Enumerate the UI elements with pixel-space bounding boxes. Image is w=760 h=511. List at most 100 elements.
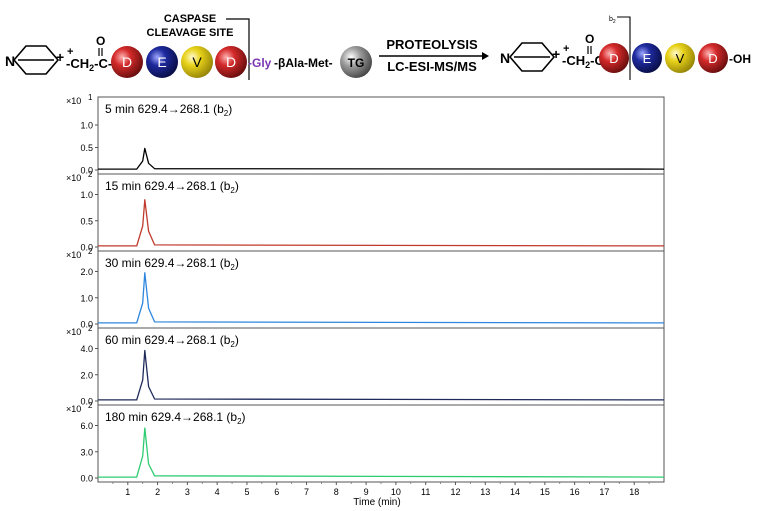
y-multiplier: ×10 xyxy=(66,404,81,414)
trace-label: 15 min 629.4→268.1 (b2) xyxy=(105,179,239,195)
y-multiplier-exponent: 2 xyxy=(88,324,93,333)
trace-line xyxy=(98,199,665,247)
trace-line xyxy=(98,349,665,401)
x-axis: 1 2 3 4 5 6 7 8 9 10 11 12 13 14 15 16 17 18 xyxy=(112,482,650,497)
right-ring-structure xyxy=(508,42,556,72)
x-tick-label: 2 xyxy=(155,487,160,497)
chromatogram-panels: 0.00.51.0×10 15 min 629.4→268.1 (b2)0.00.… xyxy=(66,93,665,484)
x-tick-label: 3 xyxy=(185,487,190,497)
trace-line xyxy=(98,427,665,478)
right-residue-e-label: E xyxy=(643,51,652,66)
y-tick-label: 1.0 xyxy=(80,293,93,303)
y-tick-label: 1.0 xyxy=(80,121,93,131)
residue-d1-label: D xyxy=(122,54,132,70)
y-tick-label: 0.5 xyxy=(80,216,93,226)
left-carbonyl-o: O xyxy=(96,34,105,48)
y-tick-label: 0.0 xyxy=(80,397,93,407)
y-tick-label: 2.0 xyxy=(80,267,93,277)
reaction-arrowhead xyxy=(482,52,489,60)
x-tick-label: 14 xyxy=(510,487,520,497)
y-tick-label: 0.0 xyxy=(80,243,93,253)
x-tick-label: 7 xyxy=(304,487,309,497)
x-tick-label: 5 xyxy=(244,487,249,497)
y-tick-label: 2.0 xyxy=(80,370,93,380)
panel-3: 0.0 1.0 2.0 ×10 2 30 min 629.4→268.1 (b2) xyxy=(66,247,665,330)
caspase-label-line2: CLEAVAGE SITE xyxy=(147,27,234,39)
left-chain: -CH2-C- xyxy=(66,56,112,73)
residue-d1-sphere xyxy=(111,46,143,78)
linker-label: -βAla-Met- xyxy=(274,56,333,70)
b2-marker-line xyxy=(617,16,631,80)
tg-label: TG xyxy=(348,56,365,70)
y-multiplier: ×10 xyxy=(66,327,81,337)
panel-4: 0.0 2.0 4.0 ×10 2 60 min 629.4→268.1 (b2) xyxy=(66,324,665,407)
residue-v-sphere xyxy=(181,46,213,78)
trace-label: 60 min 629.4→268.1 (b2) xyxy=(105,333,239,349)
residue-e-sphere xyxy=(146,46,178,78)
trace-label: 30 min 629.4→268.1 (b2) xyxy=(105,256,239,272)
y-tick-label: 4.0 xyxy=(80,344,93,354)
y-multiplier-exponent: 2 xyxy=(88,247,93,256)
right-residue-d2-label: D xyxy=(708,51,717,66)
cleavage-marker-line xyxy=(226,18,250,80)
y-tick-label: 3.0 xyxy=(80,447,93,457)
panel-1: 0.0 0.5 1.0 ×10 1 5 min 629.4→268.1 (b2) xyxy=(66,93,665,176)
right-residue-d1-label: D xyxy=(609,51,618,66)
y-tick-label: 1.0 xyxy=(80,190,93,200)
x-tick-label: 9 xyxy=(364,487,369,497)
y-multiplier-exponent: 2 xyxy=(88,401,93,410)
panel-5: 0.0 3.0 6.0 ×10 2 180 min 629.4→268.1 (b2) xyxy=(66,401,665,484)
residue-d2-sphere xyxy=(215,46,247,78)
x-axis-label: Time (min) xyxy=(353,497,400,508)
x-tick-label: 6 xyxy=(274,487,279,497)
x-tick-label: 8 xyxy=(334,487,339,497)
y-multiplier: ×10 xyxy=(66,173,81,183)
y-tick-label: 0.5 xyxy=(80,143,93,153)
gly-label: -Gly xyxy=(248,56,272,70)
right-residue-d2-sphere xyxy=(698,43,728,73)
right-residue-e-sphere xyxy=(632,43,662,73)
x-tick-label: 4 xyxy=(215,487,220,497)
y-multiplier-exponent: 2 xyxy=(88,170,93,179)
trace-label: 5 min 629.4→268.1 (b2) xyxy=(105,102,232,118)
y-tick-label: 0.0 xyxy=(80,166,93,176)
right-n-label: N xyxy=(500,50,510,66)
reaction-scheme: N + + -CH2-C- O D E V D CASPASE CLEAVAGE… xyxy=(5,13,751,80)
residue-v-label: V xyxy=(192,54,202,70)
left-nplus-charge: + xyxy=(67,46,73,58)
panel-2: 0.0 0.5 1.0 ×10 2 15 min 629.4→268.1 (b2) xyxy=(66,170,665,253)
x-tick-label: 13 xyxy=(480,487,490,497)
tg-sphere xyxy=(340,46,372,78)
x-tick-label: 10 xyxy=(391,487,401,497)
x-tick-label: 11 xyxy=(421,487,430,497)
y-tick-label: 6.0 xyxy=(80,421,93,431)
arrow-bottom-label: LC-ESI-MS/MS xyxy=(387,59,477,74)
caspase-label-line1: CASPASE xyxy=(164,13,216,25)
right-oh-label: -OH xyxy=(729,52,751,66)
right-carbonyl-o: O xyxy=(585,32,594,46)
residue-d2-label: D xyxy=(226,54,236,70)
y-multiplier: ×10 xyxy=(66,96,81,106)
x-tick-label: 1 xyxy=(125,487,130,497)
right-residue-v-label: V xyxy=(676,51,685,66)
y-tick-label: 0.0 xyxy=(80,474,93,484)
x-tick-label: 15 xyxy=(540,487,550,497)
right-residue-d1-sphere xyxy=(599,43,629,73)
x-tick-label: 18 xyxy=(629,487,639,497)
right-residue-v-sphere xyxy=(665,43,695,73)
x-tick-label: 16 xyxy=(570,487,580,497)
arrow-top-label: PROTEOLYSIS xyxy=(386,37,478,52)
trace-label: 180 min 629.4→268.1 (b2) xyxy=(105,410,246,426)
left-nplus-label: + xyxy=(56,49,64,65)
x-tick-label: 17 xyxy=(599,487,609,497)
y-multiplier-exponent: 1 xyxy=(88,93,93,102)
residue-e-label: E xyxy=(157,54,166,70)
right-nplus-charge: + xyxy=(563,43,569,55)
left-ring-structure xyxy=(12,45,60,75)
y-tick-label: 0.0 xyxy=(80,320,93,330)
right-nplus-label: + xyxy=(552,46,560,62)
b2-marker-label: b2 xyxy=(609,16,616,25)
trace-line xyxy=(98,272,665,324)
x-tick-label: 12 xyxy=(450,487,460,497)
